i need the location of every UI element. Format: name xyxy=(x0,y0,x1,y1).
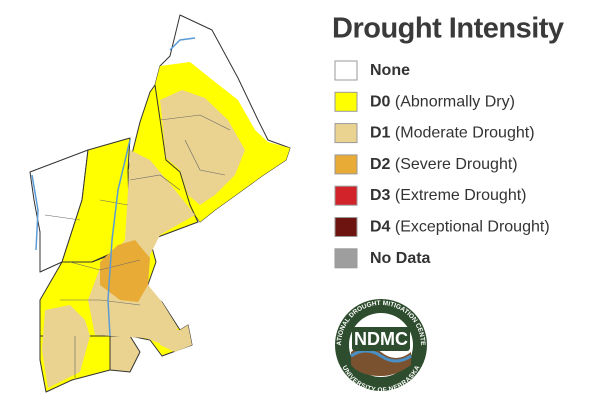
legend-label: (Exceptional Drought) xyxy=(395,219,550,236)
d2-area xyxy=(100,240,150,302)
legend-title: Drought Intensity xyxy=(332,13,564,45)
d1-west xyxy=(42,305,90,388)
legend-entry: D4 (Exceptional Drought) xyxy=(370,219,550,236)
legend-code: No Data xyxy=(370,250,431,267)
logo-river xyxy=(350,349,412,363)
legend-entry: D3 (Extreme Drought) xyxy=(370,187,527,204)
legend-code: D2 xyxy=(370,156,391,173)
legend-entry: None xyxy=(370,62,410,79)
legend-entry: No Data xyxy=(370,250,431,267)
rhode-island xyxy=(109,335,141,373)
legend-swatch xyxy=(334,185,358,206)
legend-label: (Moderate Drought) xyxy=(395,125,535,142)
d1-central xyxy=(88,150,195,345)
legend-swatch xyxy=(334,123,358,144)
legend-swatch xyxy=(334,60,358,81)
d1-cape xyxy=(160,325,192,352)
legend-code: D4 xyxy=(370,219,391,236)
legend-swatch xyxy=(334,154,358,175)
legend-label: (Extreme Drought) xyxy=(395,187,527,204)
legend-swatch xyxy=(334,91,358,112)
legend-swatch xyxy=(334,248,358,269)
legend-code: D1 xyxy=(370,125,391,142)
logo-badge xyxy=(352,327,410,351)
legend-label: (Severe Drought) xyxy=(395,156,518,173)
logo-abbr: NDMC xyxy=(354,329,408,349)
legend-swatch xyxy=(334,217,358,237)
legend: Drought Intensity None D0 (Abnormally Dry… xyxy=(332,13,564,269)
logo-land xyxy=(351,346,411,376)
legend-entry: D2 (Severe Drought) xyxy=(370,156,518,173)
legend-code: D0 xyxy=(370,94,391,111)
legend-code: D3 xyxy=(370,187,391,204)
legend-label: (Abnormally Dry) xyxy=(395,94,515,111)
d1-maine xyxy=(160,90,245,205)
legend-entry: D0 (Abnormally Dry) xyxy=(370,94,515,111)
drought-map xyxy=(29,14,291,393)
legend-code: None xyxy=(370,62,410,79)
legend-entry: D1 (Moderate Drought) xyxy=(370,125,535,142)
